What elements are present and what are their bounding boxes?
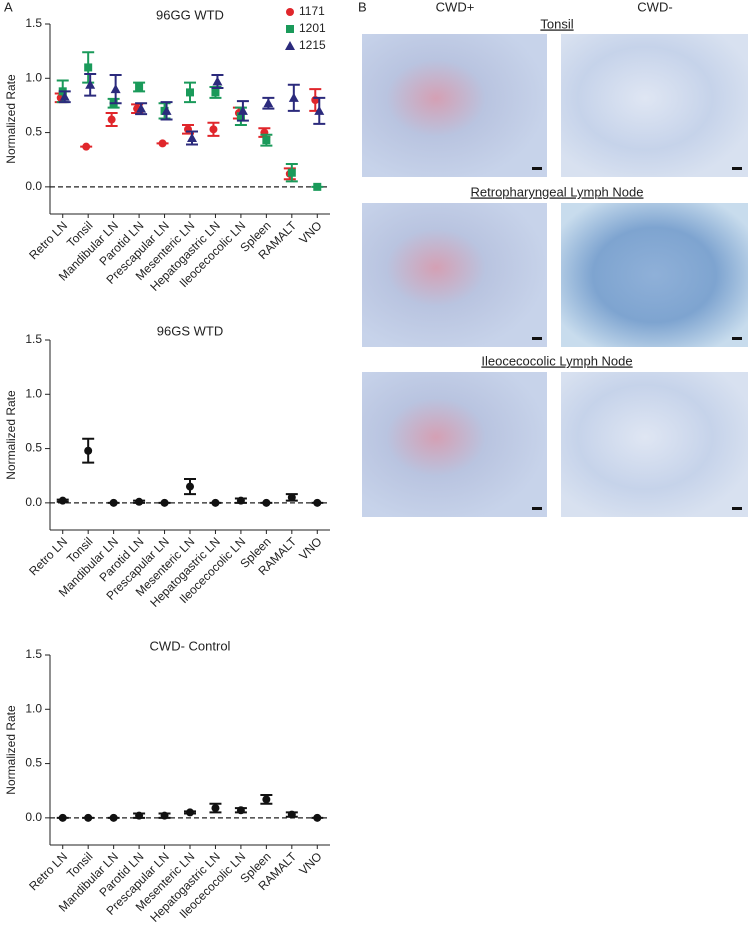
micrograph — [561, 203, 748, 347]
data-point — [288, 92, 299, 102]
chart-title: CWD- Control — [150, 638, 231, 653]
y-tick-label: 1.5 — [25, 332, 42, 346]
data-point — [160, 498, 169, 507]
data-point — [212, 76, 223, 86]
data-point — [186, 482, 194, 491]
micrographs — [362, 34, 748, 517]
data-point — [84, 446, 93, 455]
column-label: CWD+ — [436, 0, 475, 14]
data-point — [136, 103, 147, 113]
data-point — [110, 84, 121, 94]
micrograph — [561, 372, 748, 517]
y-tick-label: 0.5 — [25, 441, 42, 455]
scale-bar — [532, 167, 542, 170]
micrograph — [362, 34, 547, 177]
y-tick-label: 1.5 — [25, 16, 42, 30]
data-point — [287, 168, 296, 177]
data-point — [109, 813, 118, 822]
panel-label: B — [358, 0, 367, 14]
data-point — [58, 496, 67, 505]
data-point — [209, 125, 218, 134]
chart-title: 96GG WTD — [156, 7, 224, 22]
row-label: Tonsil — [540, 16, 573, 31]
data-point — [135, 82, 144, 91]
row-label: Ileocecocolic Lymph Node — [481, 353, 632, 368]
data-point — [263, 98, 274, 108]
micrograph — [362, 203, 547, 347]
data-point — [107, 115, 116, 124]
data-point — [109, 498, 118, 507]
data-point — [59, 91, 70, 101]
x-tick-label: VNO — [296, 218, 324, 246]
y-tick-label: 1.0 — [25, 701, 42, 715]
data-point — [314, 105, 325, 115]
data-point — [85, 79, 96, 89]
row-label: Retropharyngeal Lymph Node — [471, 184, 644, 199]
y-axis-label: Normalized Rate — [4, 74, 18, 164]
y-axis-label: Normalized Rate — [4, 705, 18, 795]
legend-marker — [285, 41, 295, 50]
data-point — [236, 806, 245, 815]
data-point — [262, 136, 271, 145]
x-tick-label: VNO — [296, 534, 324, 562]
data-point — [236, 496, 245, 505]
legend-label: 1215 — [299, 38, 326, 52]
data-point — [236, 112, 245, 121]
data-point — [135, 811, 144, 820]
column-label: CWD- — [637, 0, 672, 14]
data-point — [161, 105, 172, 115]
data-point — [186, 88, 194, 97]
legend-label: 1171 — [299, 4, 325, 18]
data-point — [262, 498, 271, 507]
data-point — [313, 182, 322, 191]
scale-bar — [732, 167, 742, 170]
data-point — [84, 63, 93, 72]
data-point — [237, 105, 248, 115]
data-point — [287, 493, 296, 502]
micrograph — [561, 34, 748, 177]
data-point — [313, 813, 322, 822]
panel-label: A — [4, 0, 13, 14]
micrograph — [362, 372, 547, 517]
data-point — [313, 498, 322, 507]
y-tick-label: 0.5 — [25, 125, 42, 139]
data-point — [84, 813, 93, 822]
data-point — [211, 88, 220, 97]
data-point — [58, 813, 67, 822]
scale-bar — [532, 337, 542, 340]
data-point — [287, 810, 296, 819]
data-point — [158, 139, 167, 148]
data-point — [160, 811, 169, 820]
legend-marker — [286, 8, 294, 16]
data-point — [211, 804, 220, 813]
y-tick-label: 1.5 — [25, 647, 42, 661]
data-point — [82, 142, 91, 151]
y-tick-label: 0.0 — [25, 179, 42, 193]
data-point — [186, 808, 194, 817]
y-axis-label: Normalized Rate — [4, 390, 18, 480]
scale-bar — [732, 337, 742, 340]
scale-bar — [532, 507, 542, 510]
chart-title: 96GS WTD — [157, 323, 223, 338]
legend-marker — [286, 25, 294, 33]
data-point — [211, 498, 220, 507]
legend-label: 1201 — [299, 21, 326, 35]
y-tick-label: 0.0 — [25, 810, 42, 824]
data-point — [187, 133, 197, 142]
data-point — [262, 795, 271, 804]
y-tick-label: 1.0 — [25, 386, 42, 400]
x-tick-label: VNO — [296, 849, 324, 877]
data-point — [135, 497, 144, 506]
y-tick-label: 0.0 — [25, 495, 42, 509]
y-tick-label: 1.0 — [25, 70, 42, 84]
scale-bar — [732, 507, 742, 510]
y-tick-label: 0.5 — [25, 756, 42, 770]
